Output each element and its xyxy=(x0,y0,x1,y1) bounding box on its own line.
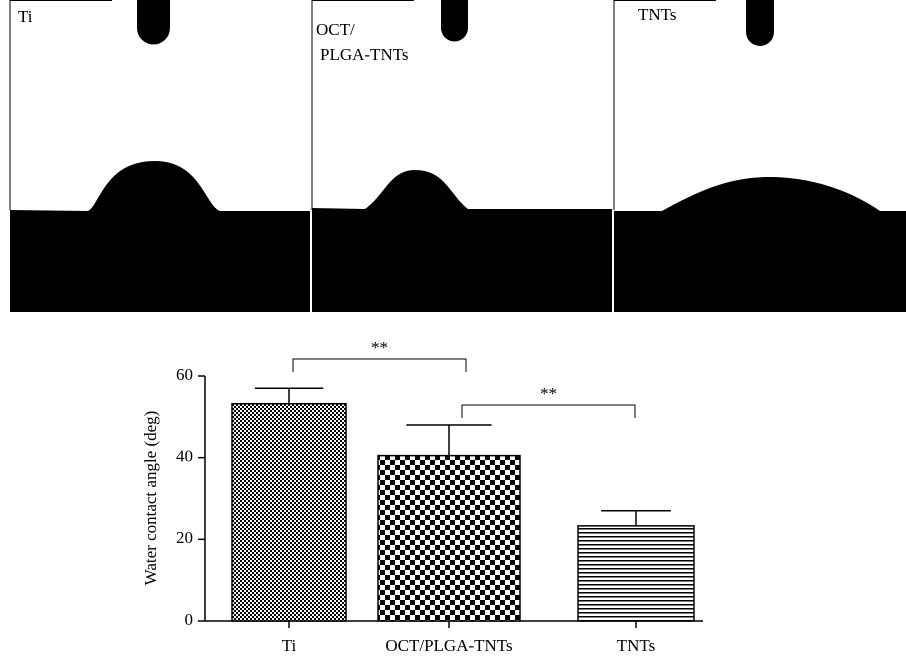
x-tick-label: TNTs xyxy=(617,636,655,655)
significance-label: ** xyxy=(371,338,388,357)
panel-label: PLGA-TNTs xyxy=(320,45,409,64)
droplet-images xyxy=(10,0,906,312)
bar xyxy=(378,456,520,621)
x-tick-label: Ti xyxy=(282,636,297,655)
significance-bracket xyxy=(293,359,466,372)
panel-label: OCT/ xyxy=(316,20,355,39)
bar xyxy=(578,526,694,621)
panel-label: Ti xyxy=(18,7,33,26)
significance-bracket xyxy=(462,405,635,418)
y-tick-label: 40 xyxy=(176,447,193,466)
y-tick-label: 0 xyxy=(185,610,194,629)
panel-label: TNTs xyxy=(638,5,676,24)
significance-label: ** xyxy=(540,384,557,403)
y-axis-label: Water contact angle (deg) xyxy=(141,411,160,586)
figure: Ti OCT/ PLGA-TNTs TNTs Water contact ang… xyxy=(0,0,906,660)
y-tick-label: 60 xyxy=(176,365,193,384)
y-tick-label: 20 xyxy=(176,528,193,547)
x-tick-label: OCT/PLGA-TNTs xyxy=(385,636,512,655)
bar xyxy=(232,404,346,621)
